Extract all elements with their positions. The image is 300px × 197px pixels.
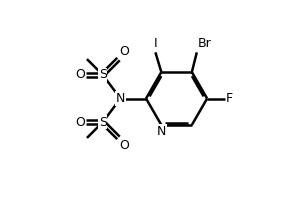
Text: Br: Br xyxy=(198,37,212,50)
Text: O: O xyxy=(119,139,129,152)
Text: S: S xyxy=(99,116,107,129)
Text: O: O xyxy=(75,116,85,129)
Text: N: N xyxy=(157,125,166,138)
Text: I: I xyxy=(154,37,157,50)
Text: O: O xyxy=(75,68,85,81)
Text: F: F xyxy=(226,92,233,105)
Text: N: N xyxy=(116,92,125,105)
Text: O: O xyxy=(119,45,129,58)
Text: S: S xyxy=(99,68,107,81)
